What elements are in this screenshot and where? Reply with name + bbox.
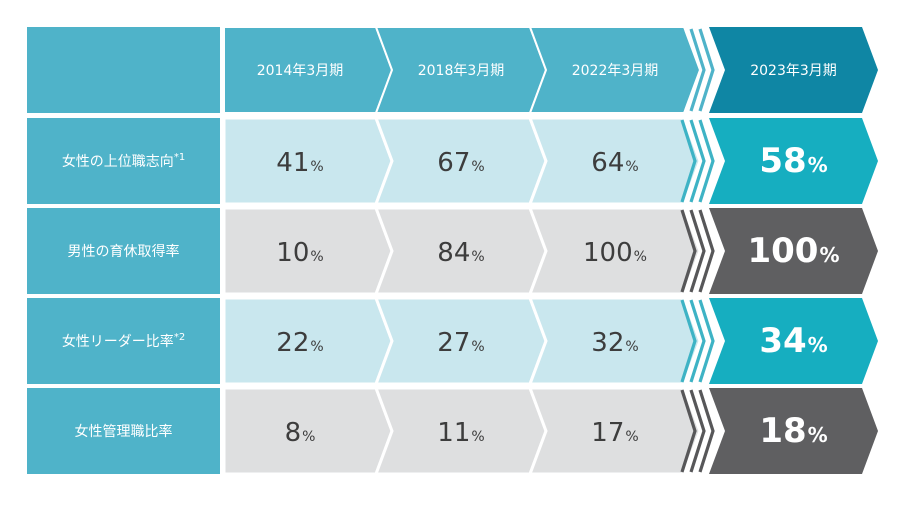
value-label: 10% [276,238,323,268]
value-cell-3 [527,296,702,386]
percent-unit: % [310,249,323,265]
table-row-1: 女性の上位職志向*1 41% 67% 64% 58% [27,116,878,206]
row-3-chevron-stripe-1 [680,299,697,383]
row-label-note: *1 [174,152,185,163]
percent-unit: % [808,423,828,447]
percent-unit: % [471,429,484,445]
row-label-cell [27,388,220,474]
row-1-chevron-stripe-1 [680,119,697,203]
percent-unit: % [310,339,323,355]
value-cell-4 [709,388,878,474]
value-label: 84% [437,238,484,268]
percent-unit: % [819,243,839,267]
row-1-chevron-stripe-2 [689,119,706,203]
latest-value-label: 58% [759,141,827,181]
header-corner-cell [27,27,220,113]
value-label: 8% [285,418,316,448]
row-3-chevron-stripe-3 [698,299,715,383]
header-cell-3 [528,26,702,114]
percent-unit: % [471,249,484,265]
percent-unit: % [625,339,638,355]
table-row-4: 女性管理職比率 8% 11% 17% 18% [27,386,878,476]
row-4-chevron-stripe-3 [698,389,715,473]
value-cell-3 [527,116,702,206]
percent-unit: % [625,159,638,175]
value-cell-4 [709,118,878,204]
percent-unit: % [310,159,323,175]
row-2-chevron-stripe-2 [689,209,706,293]
value-label: 22% [276,328,323,358]
value-cell-3 [527,386,702,476]
table-row-2: 男性の育休取得率 10% 84% 100% 100% [27,206,878,296]
value-label: 32% [591,328,638,358]
table-row-3: 女性リーダー比率*2 22% 27% 32% 34% [27,296,878,386]
value-label: 64% [591,148,638,178]
value-cell-4 [709,298,878,384]
value-label: 17% [591,418,638,448]
value-cell-4 [709,208,878,294]
header-chevron-stripe-3 [698,28,715,112]
percent-unit: % [625,429,638,445]
value-label: 100% [583,238,647,268]
row-label: 男性の育休取得率 [68,243,180,260]
row-2-chevron-stripe-1 [680,209,697,293]
percent-unit: % [302,429,315,445]
latest-value-label: 34% [759,321,827,361]
header-cell-4 [709,27,878,113]
percent-unit: % [471,159,484,175]
percent-unit: % [808,153,828,177]
percent-unit: % [808,333,828,357]
row-4-chevron-stripe-1 [680,389,697,473]
header-label-4: 2023年3月期 [750,63,837,79]
percent-unit: % [634,249,647,265]
value-label: 11% [437,418,484,448]
row-label-cell [27,208,220,294]
row-2-chevron-stripe-3 [698,209,715,293]
header-label-1: 2014年3月期 [257,63,344,79]
row-label: 女性リーダー比率*2 [62,332,185,350]
row-label-note: *2 [174,332,185,343]
row-label-cell [27,298,220,384]
latest-value-label: 18% [759,411,827,451]
row-label: 女性管理職比率 [75,423,173,440]
header-chevron-stripe-1 [680,28,697,112]
value-label: 41% [276,148,323,178]
header-label-2: 2018年3月期 [418,63,505,79]
value-label: 27% [437,328,484,358]
value-cell-3 [527,206,702,296]
row-1-chevron-stripe-3 [698,119,715,203]
value-label: 67% [437,148,484,178]
latest-value-label: 100% [747,231,839,271]
row-label-cell [27,118,220,204]
header-label-3: 2022年3月期 [572,63,659,79]
percent-unit: % [471,339,484,355]
row-3-chevron-stripe-2 [689,299,706,383]
header-chevron-stripe-2 [689,28,706,112]
row-label: 女性の上位職志向*1 [62,152,185,170]
row-4-chevron-stripe-2 [689,389,706,473]
